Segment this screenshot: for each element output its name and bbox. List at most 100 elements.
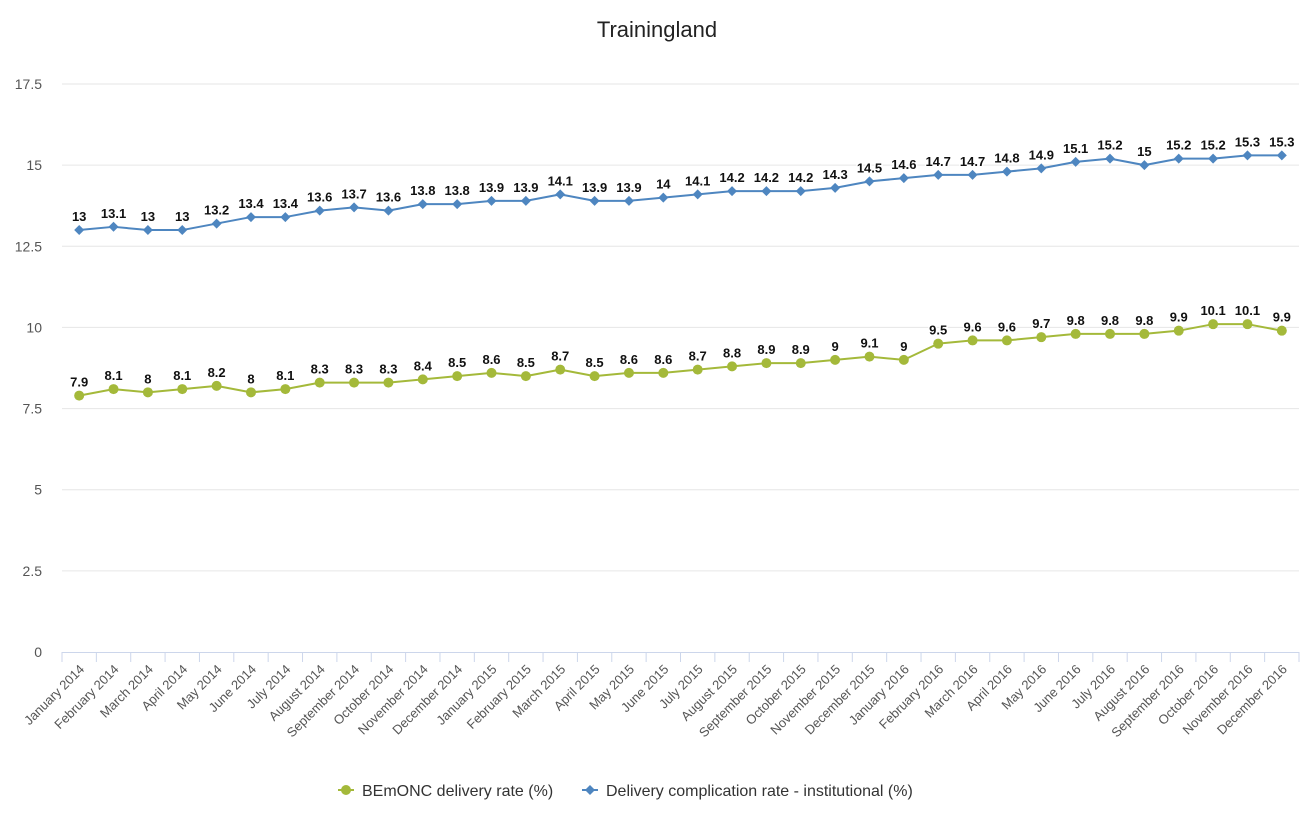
data-label: 8.6 (482, 352, 500, 367)
data-point[interactable] (1276, 325, 1287, 336)
data-point[interactable] (280, 384, 291, 395)
data-point[interactable] (1208, 319, 1219, 330)
data-point[interactable] (1036, 332, 1047, 343)
data-point[interactable] (727, 361, 738, 372)
data-point[interactable] (727, 186, 738, 197)
data-point[interactable] (898, 354, 909, 365)
data-point[interactable] (177, 384, 188, 395)
series-line-1 (78, 323, 1283, 397)
legend-item-1[interactable]: BEmONC delivery rate (%) (338, 783, 553, 800)
data-label: 14 (656, 177, 671, 192)
data-point[interactable] (1276, 150, 1287, 161)
data-point[interactable] (864, 351, 875, 362)
data-point[interactable] (74, 390, 85, 401)
data-point[interactable] (452, 371, 463, 382)
data-point[interactable] (108, 221, 119, 232)
data-label: 14.5 (857, 160, 882, 175)
data-label: 9 (900, 339, 907, 354)
data-point[interactable] (623, 367, 634, 378)
data-point[interactable] (520, 195, 531, 206)
data-point[interactable] (967, 335, 978, 346)
data-point[interactable] (486, 195, 497, 206)
data-point[interactable] (211, 218, 222, 229)
data-point[interactable] (933, 338, 944, 349)
data-point[interactable] (1173, 325, 1184, 336)
data-point[interactable] (142, 387, 153, 398)
data-point[interactable] (830, 354, 841, 365)
data-point[interactable] (692, 189, 703, 200)
data-point[interactable] (761, 358, 772, 369)
data-point[interactable] (933, 169, 944, 180)
data-point[interactable] (486, 367, 497, 378)
data-label: 8.8 (723, 345, 741, 360)
data-point[interactable] (1139, 328, 1150, 339)
series-line-2 (79, 154, 1282, 232)
data-point[interactable] (142, 225, 153, 236)
data-point[interactable] (520, 371, 531, 382)
data-label: 14.1 (685, 173, 710, 188)
data-point[interactable] (349, 377, 360, 388)
data-point[interactable] (555, 189, 566, 200)
data-label: 8 (144, 371, 151, 386)
data-point[interactable] (864, 176, 875, 187)
data-point[interactable] (555, 364, 566, 375)
data-point[interactable] (830, 182, 841, 193)
data-point[interactable] (108, 384, 119, 395)
data-label: 8.1 (105, 368, 123, 383)
data-point[interactable] (211, 380, 222, 391)
data-point[interactable] (1070, 156, 1081, 167)
data-point[interactable] (349, 202, 360, 213)
data-label: 15.3 (1269, 134, 1294, 149)
data-point[interactable] (417, 199, 428, 210)
data-label: 8.5 (517, 355, 535, 370)
legend-item-2[interactable]: Delivery complication rate - institution… (582, 783, 913, 800)
data-point[interactable] (245, 387, 256, 398)
data-label: 9.6 (964, 319, 982, 334)
data-point[interactable] (1036, 163, 1047, 174)
data-point[interactable] (589, 371, 600, 382)
data-point[interactable] (795, 358, 806, 369)
data-label: 9.7 (1032, 316, 1050, 331)
data-label: 15.2 (1166, 138, 1191, 153)
data-point[interactable] (1001, 335, 1012, 346)
data-point[interactable] (761, 186, 772, 197)
data-point[interactable] (177, 225, 188, 236)
data-point[interactable] (1242, 319, 1253, 330)
data-point[interactable] (1070, 328, 1081, 339)
data-label: 14.2 (788, 170, 813, 185)
data-point[interactable] (658, 367, 669, 378)
data-label: 15.3 (1235, 134, 1260, 149)
data-point[interactable] (589, 195, 600, 206)
data-label: 14.2 (754, 170, 779, 185)
data-point[interactable] (1105, 328, 1116, 339)
data-point[interactable] (692, 364, 703, 375)
data-point[interactable] (74, 225, 85, 236)
data-point[interactable] (623, 195, 634, 206)
data-point[interactable] (795, 186, 806, 197)
data-point[interactable] (314, 377, 325, 388)
data-point[interactable] (383, 377, 394, 388)
data-point[interactable] (1242, 150, 1253, 161)
data-point[interactable] (280, 212, 291, 223)
data-point[interactable] (1173, 153, 1184, 164)
data-point[interactable] (658, 192, 669, 203)
data-label: 8 (247, 371, 254, 386)
data-label: 13 (175, 209, 189, 224)
data-labels: 7.9 8.1 8 8.1 8.2 8 8.1 8.3 8.3 8.3 8.4 8.5 8.6 8.5 8.… (69, 133, 1296, 391)
data-point[interactable] (245, 212, 256, 223)
data-point[interactable] (417, 374, 428, 385)
data-point[interactable] (967, 169, 978, 180)
data-point[interactable] (314, 205, 325, 216)
legend: BEmONC delivery rate (%) Delivery complic… (338, 783, 913, 800)
data-point[interactable] (1105, 153, 1116, 164)
data-point[interactable] (898, 173, 909, 184)
data-label: 8.2 (208, 365, 226, 380)
y-tick-label: 15 (26, 157, 42, 173)
data-point[interactable] (452, 199, 463, 210)
data-point[interactable] (1208, 153, 1219, 164)
data-point[interactable] (1139, 160, 1150, 171)
data-point[interactable] (383, 205, 394, 216)
data-point[interactable] (1001, 166, 1012, 177)
data-label: 13.6 (307, 190, 332, 205)
